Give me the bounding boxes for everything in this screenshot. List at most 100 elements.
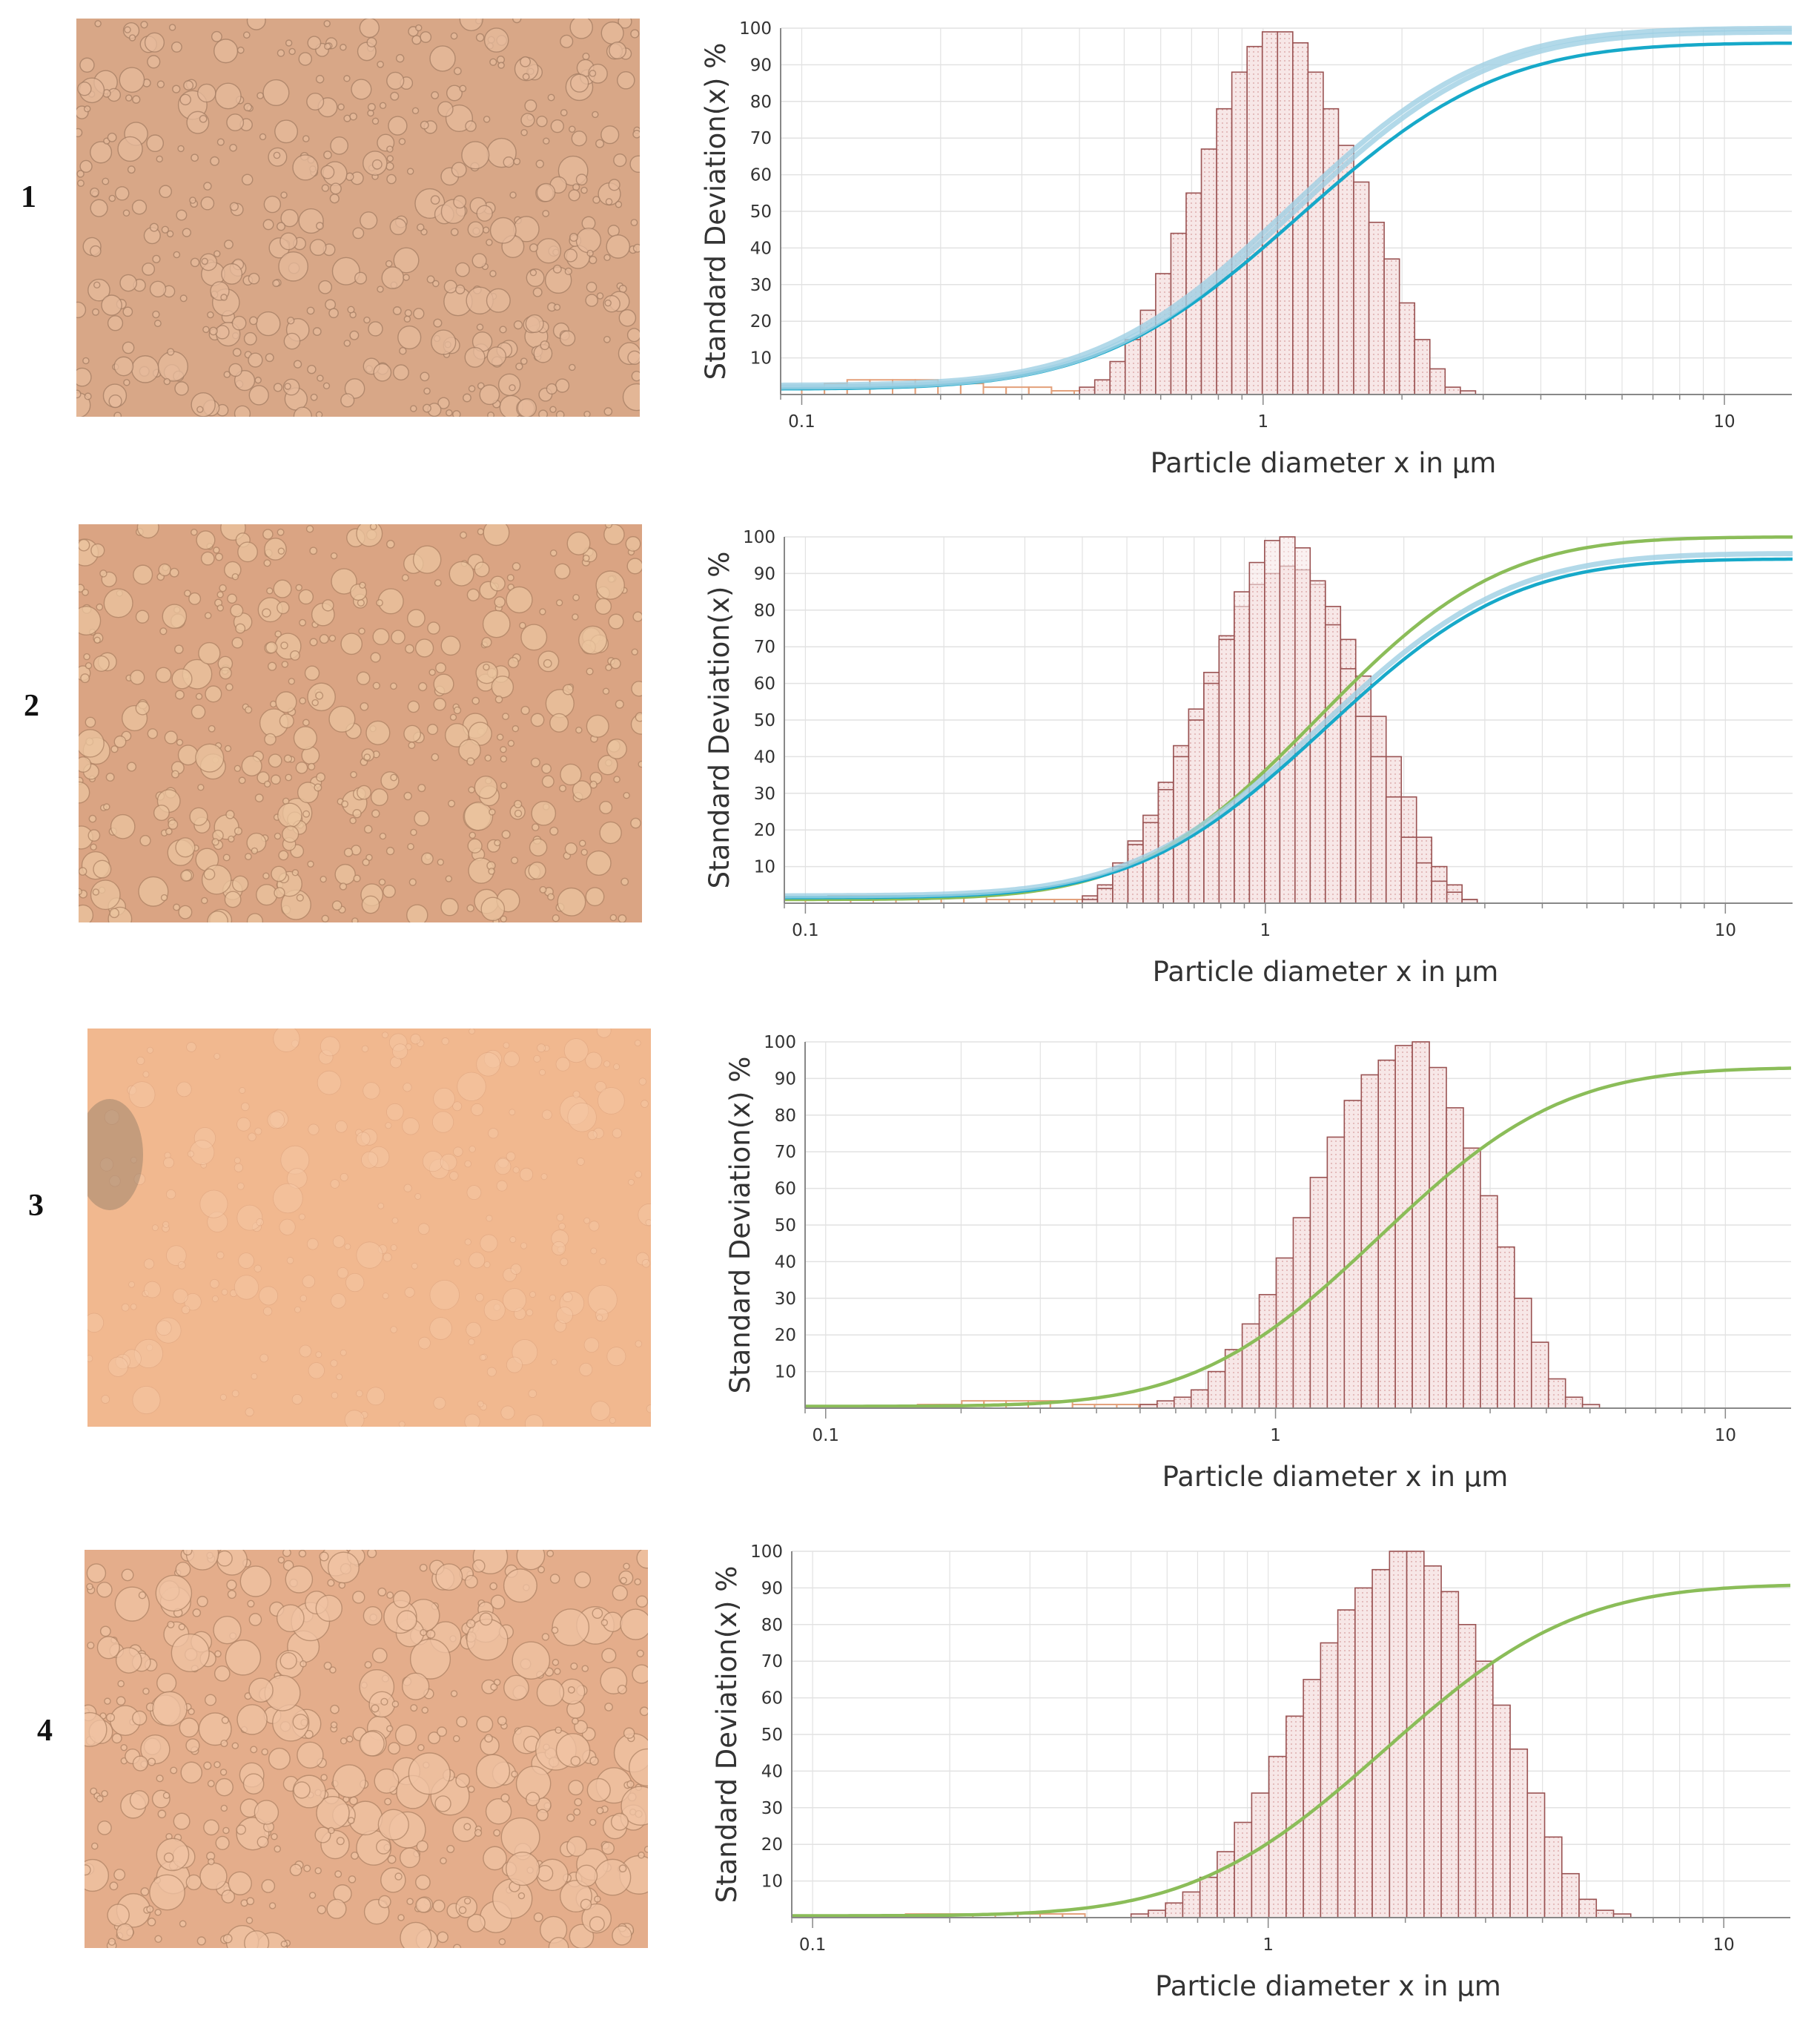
histogram-bar [1320,1642,1339,1918]
histogram-bar [1475,1660,1494,1918]
histogram-bar [1595,1909,1615,1918]
histogram-bar-overlay [1431,880,1448,904]
histogram-bar-overlay [1264,540,1281,904]
y-tick-label: 30 [761,1799,783,1818]
histogram-bar [1578,1898,1598,1918]
micrograph-4 [85,1550,648,1948]
histogram-bar-overlay [1324,624,1342,904]
histogram-bar [1526,1792,1546,1918]
histogram-bar [1079,386,1096,395]
y-tick-label: 70 [754,638,775,657]
histogram-bar-overlay [1188,719,1205,904]
row-label-2: 2 [24,689,39,723]
droplet-field [76,19,640,417]
y-tick-label: 30 [754,785,775,804]
histogram-bar [1497,1246,1515,1409]
histogram-bar [1261,31,1279,395]
histogram-bar [1383,258,1400,395]
histogram-bar [1543,1836,1563,1918]
histogram-bar [1109,360,1126,395]
y-tick-label: 20 [754,821,775,840]
x-tick-label: 10 [1713,412,1735,432]
histogram-bar-overlay [1446,891,1463,904]
histogram-bar-overlay [1203,682,1220,904]
histogram-bar-overlay [1248,561,1265,904]
y-tick-label: 70 [750,129,772,148]
x-tick-label: 0.1 [788,412,815,432]
y-tick-label: 20 [775,1326,796,1345]
y-tick-label: 30 [750,276,772,295]
y-tick-label: 60 [754,675,775,694]
histogram-bar [1564,1396,1584,1409]
histogram-bar [1440,1591,1460,1918]
y-tick-label: 70 [775,1143,796,1162]
histogram-bar [1285,1715,1304,1918]
x-tick-label: 1 [1260,921,1271,940]
histogram-bar [1547,1378,1566,1409]
histogram-low-bar [1005,386,1030,395]
histogram-bar [1234,1821,1253,1918]
y-tick-label: 90 [775,1069,796,1089]
y-tick-label: 10 [754,858,775,877]
histogram-bar [1423,1565,1442,1918]
histogram-bar-overlay [1173,756,1190,904]
y-tick-label: 100 [739,19,772,39]
x-tick-label: 10 [1715,921,1736,940]
histogram-bar [1241,1323,1260,1409]
row-label-4: 4 [37,1714,53,1748]
histogram-bar-overlay [1279,536,1296,904]
y-tick-label: 10 [750,349,772,369]
histogram-bar [1093,379,1111,395]
y-tick-label: 50 [754,711,775,730]
histogram-bar-overlay [1400,836,1417,904]
droplet-field [79,524,642,922]
y-tick-label: 20 [750,312,772,331]
histogram-bar-overlay [1142,822,1159,904]
micrograph-1 [76,19,640,417]
dark-smudge [87,1099,143,1210]
histogram-low-bar [982,386,1007,395]
y-tick-label: 40 [754,747,775,767]
histogram-bar [1124,339,1142,395]
y-tick-label: 50 [750,202,772,222]
size-distribution-chart-2: 10 20 30 40 50 60 70 80 90 100 0.1 1 10 Particle diam… [704,528,1793,988]
histogram-bar [1514,1297,1532,1409]
row-label-1: 1 [21,180,36,214]
histogram-bar [1216,108,1233,395]
y-tick-label: 40 [761,1762,783,1781]
y-tick-label: 80 [775,1106,796,1126]
histogram-bar [1165,1902,1184,1918]
y-tick-label: 10 [775,1363,796,1382]
y-axis-title: Standard Deviation(x) % [700,43,732,380]
histogram-low-bar [959,383,985,395]
y-tick-label: 60 [750,166,772,185]
y-tick-label: 90 [750,56,772,75]
histogram-bar [1561,1872,1580,1918]
y-tick-label: 100 [764,1033,796,1052]
histogram-bar [1246,45,1263,395]
histogram-bar [1207,1370,1226,1409]
histogram-bar [1530,1341,1549,1409]
histogram-bar [1354,1587,1373,1918]
y-tick-label: 80 [761,1616,783,1635]
histogram-bar [1190,1389,1209,1409]
y-axis-title: Standard Deviation(x) % [704,552,735,889]
size-distribution-chart-3: 10 20 30 40 50 60 70 80 90 100 0.1 1 10 Particle diam… [724,1033,1792,1493]
histogram-bar [1463,1147,1481,1409]
x-tick-label: 1 [1263,1935,1274,1955]
x-tick-label: 0.1 [792,921,819,940]
histogram-bar [1307,71,1324,395]
y-axis-title: Standard Deviation(x) % [711,1566,743,1904]
histogram-bar [1368,222,1385,395]
x-tick-label: 1 [1270,1426,1281,1445]
histogram-bar [1199,1876,1218,1918]
y-tick-label: 30 [775,1290,796,1309]
histogram-low-bar [1028,386,1053,395]
y-tick-label: 80 [754,601,775,621]
y-tick-label: 60 [761,1689,783,1708]
histogram-bar [1217,1851,1235,1918]
histogram-bar [1394,1045,1413,1409]
histogram-bar [1509,1748,1529,1918]
histogram-bar [1398,302,1416,395]
